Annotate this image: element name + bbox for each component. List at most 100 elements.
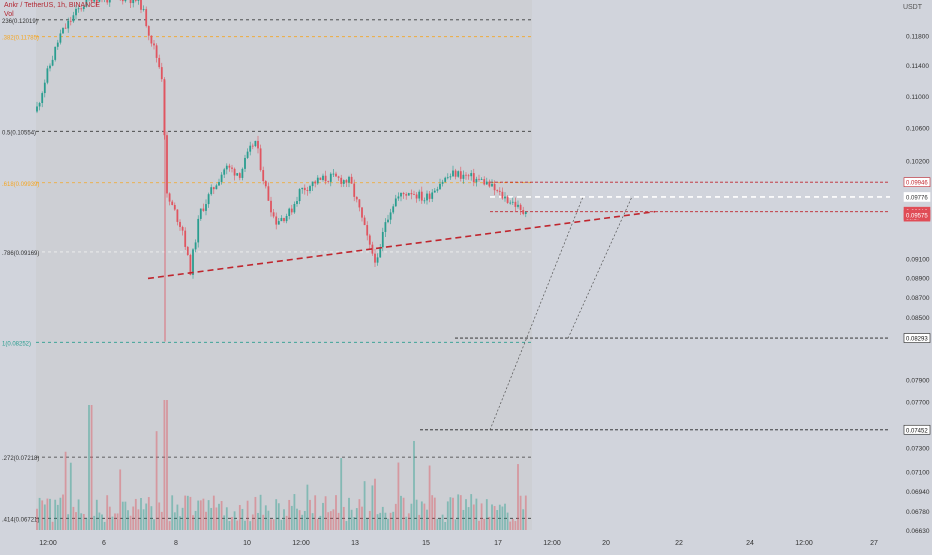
candle-body [465, 174, 467, 176]
volume-bar [199, 500, 202, 530]
candle-body [428, 193, 431, 199]
volume-bar [324, 496, 327, 530]
volume-bar [350, 509, 353, 530]
volume-bar [483, 518, 486, 530]
candle-body [262, 170, 265, 182]
volume-bar [340, 458, 343, 530]
volume-bar [38, 497, 41, 530]
candle-body [150, 35, 153, 44]
fib-label: 1(0.08252) [2, 341, 31, 347]
candle-body [413, 194, 415, 196]
candle-body [108, 0, 111, 3]
candle-body [501, 191, 504, 199]
volume-bar [238, 505, 241, 530]
candle-body [296, 201, 298, 204]
volume-bar [446, 501, 449, 530]
candle-body [106, 0, 109, 3]
volume-bar [433, 497, 436, 530]
candle-body [374, 253, 376, 263]
y-tick-label: 0.06940 [906, 489, 930, 496]
volume-bar [337, 512, 340, 530]
volume-bar [246, 500, 249, 530]
candle-body [275, 216, 278, 225]
price-badge-label: 0.09776 [906, 195, 928, 201]
candle-body [504, 196, 506, 199]
volume-bar [381, 506, 384, 530]
volume-bar [264, 505, 267, 530]
volume-bar [405, 516, 408, 530]
candle-body [407, 193, 410, 196]
price-badge-label: 0.08293 [906, 337, 928, 343]
candle-body [202, 208, 205, 211]
volume-bar [98, 512, 101, 530]
candle-body [69, 20, 72, 22]
candle-body [220, 174, 223, 183]
y-tick-label: 0.11400 [906, 63, 929, 70]
volume-bar [420, 501, 423, 530]
y-tick-label: 0.08500 [906, 315, 930, 322]
volume-bar [220, 501, 223, 530]
volume-bar [384, 512, 387, 530]
candle-body [181, 226, 184, 231]
candle-body [459, 171, 462, 179]
x-tick-label: 13 [351, 540, 359, 547]
candle-body [67, 20, 70, 29]
candle-body [77, 8, 80, 10]
volume-bar [462, 509, 465, 530]
candle-body [345, 180, 348, 183]
y-tick-label: 0.06780 [906, 509, 930, 516]
volume-bar [358, 499, 361, 530]
candle-body [153, 43, 155, 46]
volume-bar [93, 515, 96, 530]
candle-body [98, 0, 101, 2]
volume-bar [101, 514, 103, 530]
projection-line [489, 196, 584, 431]
candle-body [298, 189, 301, 202]
volume-bar [436, 518, 439, 530]
volume-bar [75, 512, 77, 530]
candle-body [319, 177, 322, 180]
candle-body [212, 187, 215, 190]
candle-body [194, 242, 197, 250]
candle-body [64, 27, 67, 29]
volume-bar [423, 503, 426, 530]
volume-bar [90, 405, 93, 530]
x-tick-label: 8 [174, 540, 178, 547]
volume-bar [394, 503, 397, 530]
candle-body [251, 145, 254, 147]
volume-bar [366, 518, 369, 530]
candle-body [462, 174, 465, 179]
volume-bar [506, 512, 509, 530]
candle-body [129, 0, 132, 4]
currency-label[interactable]: USDT [902, 4, 922, 11]
candle-body [415, 194, 418, 199]
y-tick-label: 0.07900 [906, 378, 930, 385]
candle-body [225, 165, 228, 170]
candle-body [145, 9, 148, 27]
volume-bar [298, 510, 301, 530]
candle-body [259, 148, 262, 171]
volume-bar [348, 497, 350, 530]
candle-body [290, 208, 293, 213]
y-tick-label: 0.07700 [906, 400, 930, 407]
candle-body [491, 183, 493, 187]
price-badge-label: 0.07452 [906, 428, 928, 434]
x-tick-label: 12:00 [543, 540, 561, 547]
candle-body [124, 0, 127, 2]
volume-bar [389, 512, 392, 530]
chart-area [36, 0, 532, 530]
candle-body [514, 201, 517, 207]
candle-body [197, 218, 200, 243]
candle-body [522, 209, 525, 214]
price-badge [903, 333, 931, 343]
volume-bar [121, 501, 124, 530]
volume-bar [147, 497, 150, 530]
candle-body [283, 217, 285, 222]
candle-body [51, 59, 54, 66]
candle-body [368, 235, 371, 245]
candle-body [270, 200, 272, 213]
volume-bar [254, 496, 257, 530]
x-tick-label: 10 [243, 540, 251, 547]
